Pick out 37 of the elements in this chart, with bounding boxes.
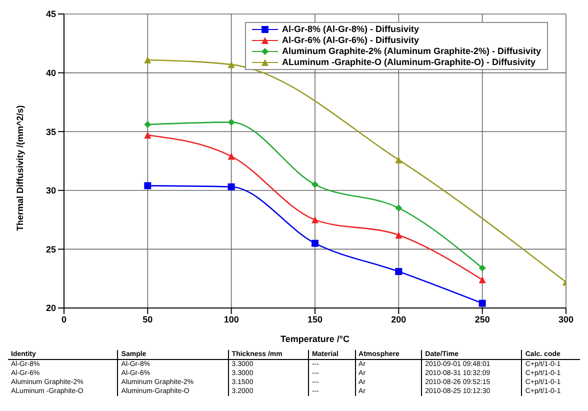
y-tick-label: 20 (46, 303, 56, 314)
x-tick-label: 100 (224, 314, 239, 324)
x-tick-label: 150 (307, 314, 323, 324)
x-tick-label: 250 (474, 314, 490, 324)
legend-label: Aluminum Graphite-2% (Aluminum Graphite-2%) - Diffusivity (282, 46, 541, 57)
x-tick-label: 200 (391, 314, 406, 324)
point (228, 61, 235, 68)
point (312, 216, 318, 224)
x-tick-label: 50 (142, 314, 153, 324)
point (312, 240, 318, 247)
legend-label: Al-Gr-8% (Al-Gr-8%) - Diffusivity (282, 24, 419, 35)
legend-label: Al-Gr-6% (Al-Gr-6%) - Diffusivity (282, 35, 419, 46)
point (144, 121, 152, 128)
legend-label: ALuminum -Graphite-O (Aluminum-Graphite-O) - Diffusivity (282, 57, 536, 68)
y-tick-label: 40 (46, 68, 56, 78)
y-tick-label: 25 (46, 244, 56, 254)
x-tick-label: 300 (558, 314, 574, 324)
point (228, 183, 235, 190)
point (144, 56, 152, 64)
x-tick-label: 0 (61, 314, 67, 324)
point (395, 232, 402, 239)
y-tick-label: 45 (46, 9, 56, 20)
point (144, 132, 152, 139)
y-axis-title: Thermal Diffusivity /(mm^2/s) (15, 105, 26, 231)
y-tick-label: 30 (46, 186, 56, 196)
point (228, 152, 235, 160)
point (395, 156, 402, 164)
point (144, 182, 152, 190)
point (312, 181, 318, 188)
point (228, 118, 235, 126)
point (478, 300, 486, 307)
x-axis-title: Temperature /°C (280, 334, 350, 344)
point (478, 264, 486, 272)
point (395, 204, 402, 212)
y-tick-label: 35 (46, 126, 56, 137)
point (478, 276, 486, 284)
point (395, 268, 402, 276)
